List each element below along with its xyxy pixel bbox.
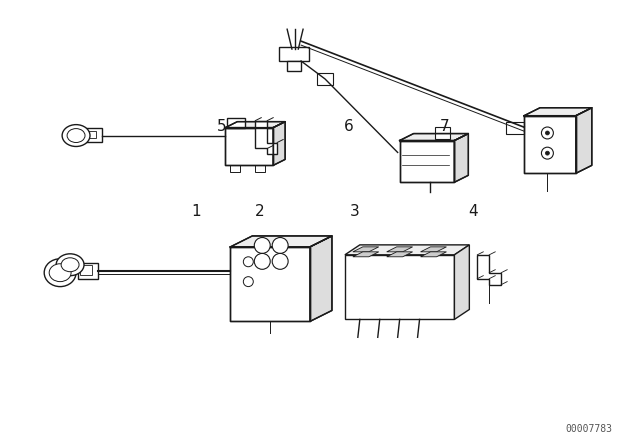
- Bar: [80, 265, 92, 275]
- Circle shape: [254, 254, 270, 269]
- Polygon shape: [310, 236, 332, 321]
- Polygon shape: [420, 247, 447, 252]
- Ellipse shape: [67, 129, 85, 142]
- Bar: [279, 47, 309, 61]
- Bar: [255, 165, 265, 172]
- Polygon shape: [524, 116, 576, 173]
- Circle shape: [541, 127, 554, 139]
- Text: 1: 1: [191, 204, 200, 219]
- Polygon shape: [273, 122, 285, 165]
- Polygon shape: [230, 236, 332, 247]
- Text: 6: 6: [344, 119, 353, 134]
- Polygon shape: [225, 128, 273, 165]
- Polygon shape: [524, 108, 592, 116]
- Circle shape: [545, 131, 549, 135]
- Text: 3: 3: [350, 204, 360, 219]
- Polygon shape: [477, 255, 501, 284]
- Text: 2: 2: [255, 204, 264, 219]
- Polygon shape: [345, 255, 454, 319]
- Bar: [287, 61, 301, 71]
- Polygon shape: [399, 134, 468, 141]
- Text: 00007783: 00007783: [565, 424, 612, 434]
- Text: 4: 4: [468, 204, 477, 219]
- Text: 5: 5: [216, 119, 226, 134]
- Bar: [317, 73, 333, 85]
- Bar: [88, 130, 96, 138]
- Polygon shape: [454, 245, 469, 319]
- Ellipse shape: [49, 264, 71, 282]
- Circle shape: [272, 254, 288, 269]
- Bar: [506, 122, 524, 134]
- Polygon shape: [454, 134, 468, 182]
- Ellipse shape: [62, 125, 90, 146]
- Circle shape: [541, 147, 554, 159]
- Bar: [86, 128, 102, 142]
- Polygon shape: [345, 245, 469, 255]
- Polygon shape: [353, 247, 379, 252]
- Circle shape: [545, 151, 549, 155]
- Circle shape: [243, 257, 253, 267]
- Circle shape: [243, 277, 253, 287]
- Text: 7: 7: [440, 119, 449, 134]
- Bar: [230, 165, 241, 172]
- Bar: [227, 118, 245, 128]
- Polygon shape: [387, 247, 413, 252]
- Polygon shape: [387, 252, 413, 257]
- Circle shape: [272, 237, 288, 254]
- Ellipse shape: [44, 259, 76, 287]
- Polygon shape: [576, 108, 592, 173]
- Circle shape: [254, 237, 270, 254]
- Ellipse shape: [61, 258, 79, 271]
- Polygon shape: [399, 141, 454, 182]
- Polygon shape: [353, 252, 379, 257]
- Bar: [78, 263, 98, 279]
- Bar: [435, 127, 451, 138]
- Polygon shape: [230, 247, 310, 321]
- Polygon shape: [420, 252, 447, 257]
- Ellipse shape: [56, 254, 84, 276]
- Polygon shape: [255, 121, 277, 155]
- Polygon shape: [225, 122, 285, 128]
